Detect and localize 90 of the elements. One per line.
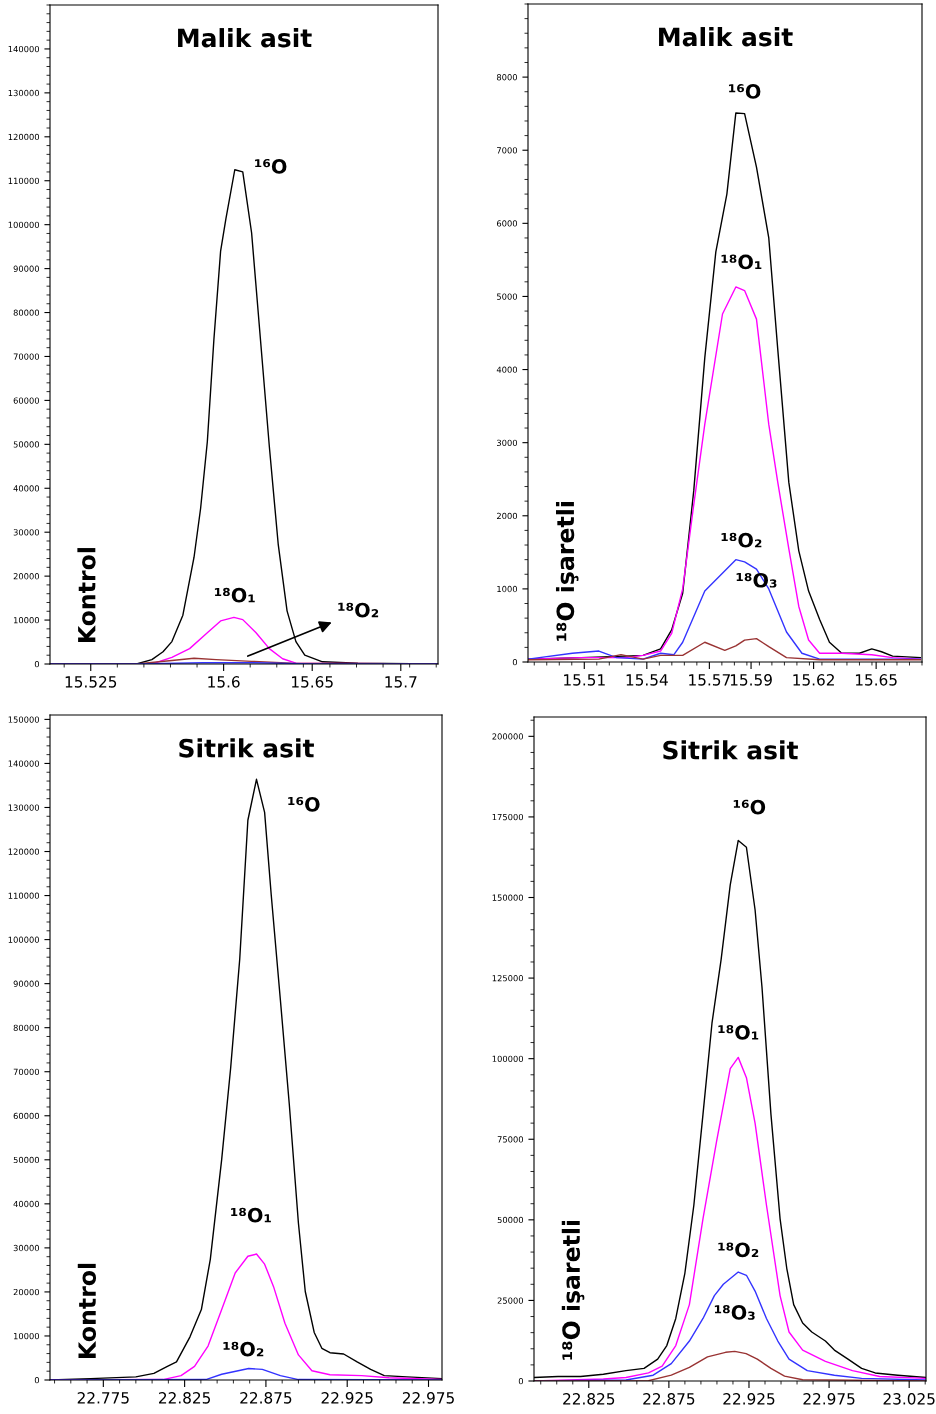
y-tick-label: 7000 (497, 147, 518, 154)
annotation: ¹⁸O₁ (214, 587, 255, 603)
annotation: ¹⁸O₁ (718, 1025, 759, 1040)
y-tick-label: 30000 (13, 1244, 40, 1252)
y-tick-label: 50000 (497, 1216, 524, 1224)
x-tick-label: 15.54 (626, 674, 668, 686)
y-tick-label: 6000 (496, 220, 518, 227)
y-tick-label: 130000 (8, 89, 40, 97)
y-tick-label: 40000 (13, 1200, 40, 1208)
y-tick-label: 40000 (13, 485, 40, 492)
y-tick-label: 110000 (8, 892, 40, 899)
y-tick-label: 70000 (13, 1068, 40, 1076)
y-tick-label: 90000 (13, 265, 40, 272)
x-tick-label: 15.65 (855, 674, 897, 686)
y-axis-title: ¹⁸O işaretli (561, 1220, 585, 1360)
y-tick-label: 3000 (497, 439, 518, 446)
y-tick-label: 150000 (8, 716, 40, 723)
y-tick-label: 75000 (497, 1136, 524, 1143)
y-tick-label: 100000 (492, 1055, 524, 1062)
x-tick-label: 22.975 (803, 1393, 855, 1405)
y-tick-label: 0 (34, 660, 40, 668)
y-tick-label: 110000 (8, 177, 40, 185)
x-tick-label: 15.7 (385, 676, 417, 688)
y-tick-label: 120000 (8, 133, 40, 141)
annotation: ¹⁸O₂ (718, 1242, 759, 1258)
y-tick-label: 0 (512, 658, 518, 666)
annotation: ¹⁸O₂ (338, 602, 379, 618)
x-tick-label: 22.775 (77, 1392, 129, 1404)
x-tick-label: 22.875 (240, 1392, 292, 1404)
annotation: ¹⁸O₁ (231, 1207, 271, 1223)
y-tick-label: 150000 (492, 894, 524, 901)
y-tick-label: 1000 (497, 585, 518, 593)
y-tick-label: 100000 (8, 936, 40, 943)
y-tick-label: 90000 (13, 980, 40, 987)
y-tick-label: 10000 (13, 617, 40, 624)
text: Malik asit (178, 28, 312, 48)
x-tick-label: 15.59 (730, 674, 772, 686)
x-tick-label: 15.62 (793, 674, 834, 686)
text: Malik asit (659, 27, 793, 47)
y-tick-label: 200000 (492, 733, 524, 740)
text: Sitrik asit (663, 740, 798, 760)
text: Sitrik asit (179, 738, 314, 758)
y-tick-label: 80000 (13, 1024, 40, 1031)
x-tick-label: 23.025 (883, 1393, 935, 1405)
y-axis-title: Kontrol (77, 1263, 97, 1358)
annotation: ¹⁶O (728, 84, 761, 99)
y-tick-label: 20000 (13, 1288, 40, 1296)
annotation: ¹⁸O₃ (714, 1305, 755, 1320)
y-tick-label: 30000 (13, 529, 40, 536)
y-tick-label: 100000 (8, 221, 40, 228)
x-tick-label: 15.57 (689, 674, 730, 686)
y-tick-label: 20000 (13, 573, 40, 580)
x-tick-label: 15.6 (208, 676, 240, 688)
y-tick-label: 50000 (13, 441, 40, 448)
y-axis-title: Kontrol (77, 548, 96, 643)
x-tick-label: 22.975 (402, 1392, 454, 1404)
y-tick-label: 10000 (13, 1332, 40, 1340)
y-tick-label: 2000 (496, 512, 518, 520)
y-tick-label: 8000 (496, 74, 518, 81)
x-tick-label: 22.925 (723, 1393, 775, 1405)
y-tick-label: 50000 (13, 1156, 40, 1164)
y-tick-label: 140000 (8, 45, 40, 53)
y-tick-label: 140000 (8, 760, 40, 767)
y-tick-label: 0 (34, 1376, 40, 1384)
annotation: ¹⁸O₁ (721, 254, 762, 270)
annotation: ¹⁶O (255, 159, 287, 174)
y-tick-label: 130000 (8, 804, 40, 811)
annotation: ¹⁸O₂ (721, 532, 762, 548)
y-tick-label: 4000 (496, 366, 518, 373)
y-tick-label: 60000 (13, 397, 40, 404)
x-tick-label: 22.825 (563, 1393, 615, 1405)
y-tick-label: 25000 (497, 1297, 524, 1304)
y-tick-label: 125000 (492, 975, 524, 982)
x-tick-label: 15.65 (292, 676, 333, 688)
y-tick-label: 5000 (497, 293, 518, 300)
y-axis-title: ¹⁸O işaretli (555, 502, 579, 641)
y-tick-label: 80000 (13, 309, 40, 316)
x-tick-label: 15.525 (65, 676, 117, 688)
y-tick-label: 0 (518, 1377, 524, 1385)
annotation: ¹⁶O (288, 796, 320, 812)
x-tick-label: 22.825 (159, 1392, 211, 1404)
x-tick-label: 22.925 (321, 1392, 373, 1404)
annotation: ¹⁸O₂ (223, 1341, 264, 1357)
y-tick-label: 70000 (13, 353, 40, 360)
y-tick-label: 60000 (13, 1112, 40, 1120)
annotation: ¹⁶O (733, 799, 766, 815)
y-tick-label: 175000 (492, 813, 524, 821)
x-tick-label: 22.875 (643, 1393, 695, 1405)
x-tick-label: 15.51 (564, 674, 605, 686)
y-tick-label: 120000 (8, 848, 40, 855)
